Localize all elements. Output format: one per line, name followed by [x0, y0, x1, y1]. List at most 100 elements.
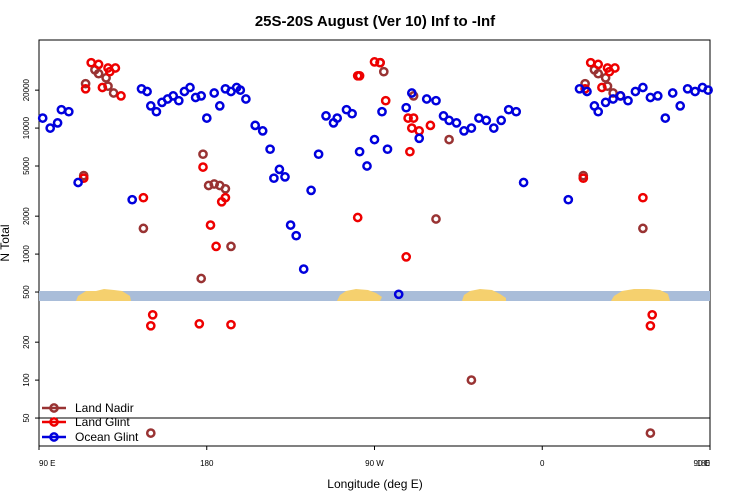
point-ocean-glint [321, 111, 331, 121]
point-land-glint [198, 162, 208, 172]
x-tick-label: 0 [540, 459, 545, 468]
point-land-nadir [145, 428, 156, 438]
point-ocean-glint [444, 115, 454, 126]
point-ocean-glint [660, 113, 671, 123]
y-axis: 50 100 200 500 1000 2000 5000 10000 20000 [22, 78, 39, 422]
legend-label-ocean-glint: Ocean Glint [75, 430, 139, 444]
y-tick-label: 200 [22, 335, 31, 349]
point-land-nadir [108, 88, 119, 98]
point-ocean-glint [690, 86, 700, 97]
point-land-glint [211, 241, 221, 252]
point-ocean-glint [185, 82, 195, 93]
point-land-nadir [444, 134, 454, 145]
x-tick-label: 90 E [694, 459, 710, 468]
point-ocean-glint [377, 106, 387, 117]
point-ocean-glint [145, 101, 156, 111]
point-ocean-glint [250, 120, 261, 131]
point-ocean-glint [615, 91, 626, 101]
point-ocean-glint [414, 133, 425, 144]
point-ocean-glint [593, 106, 604, 117]
point-land-glint [593, 59, 604, 70]
point-land-nadir [80, 78, 91, 89]
point-land-glint [638, 192, 648, 203]
point-land-glint [380, 95, 391, 106]
point-land-glint [110, 63, 121, 73]
point-land-glint [354, 70, 365, 81]
point-ocean-glint [269, 173, 279, 184]
point-ocean-glint [142, 86, 152, 97]
point-ocean-glint [421, 94, 432, 104]
point-ocean-glint [652, 91, 663, 101]
point-land-nadir [103, 81, 113, 92]
point-land-nadir [645, 428, 656, 438]
legend-item-land-nadir: Land Nadir [42, 401, 134, 415]
point-ocean-glint [431, 95, 441, 106]
point-land-glint [414, 126, 425, 136]
point-ocean-glint [474, 113, 484, 123]
point-ocean-glint [488, 123, 499, 133]
point-land-glint [116, 91, 126, 101]
point-land-glint [352, 212, 363, 223]
point-ocean-glint [481, 115, 492, 126]
legend-label-land-glint: Land Glint [75, 415, 130, 429]
point-ocean-glint [511, 106, 522, 117]
x-tick-label: 180 [697, 459, 711, 468]
point-land-glint [145, 320, 156, 331]
map-land-australia-left [76, 289, 131, 301]
point-land-glint [403, 113, 413, 123]
y-tick-label: 1000 [22, 245, 31, 263]
point-ocean-glint [645, 92, 656, 103]
point-ocean-glint [438, 111, 449, 121]
point-land-nadir [198, 149, 208, 160]
point-land-nadir [93, 68, 104, 79]
point-land-nadir [602, 81, 613, 92]
point-land-glint [220, 192, 231, 203]
point-land-glint [226, 319, 236, 330]
point-ocean-glint [209, 88, 220, 98]
y-tick-label: 500 [22, 285, 31, 299]
point-land-nadir [138, 223, 149, 234]
point-ocean-glint [280, 172, 290, 182]
point-land-glint [369, 57, 380, 67]
point-ocean-glint [127, 194, 138, 205]
point-ocean-glint [298, 264, 309, 274]
y-tick-label: 10000 [22, 116, 31, 139]
point-land-nadir [593, 68, 604, 79]
point-ocean-glint [600, 97, 611, 108]
data-points [37, 57, 713, 438]
point-ocean-glint [682, 83, 693, 94]
point-ocean-glint [623, 95, 633, 106]
y-tick-label: 2000 [22, 207, 31, 225]
point-ocean-glint [201, 113, 212, 123]
point-ocean-glint [235, 85, 246, 95]
point-ocean-glint [173, 95, 184, 106]
point-ocean-glint [393, 289, 404, 300]
point-ocean-glint [52, 118, 63, 128]
point-land-glint [401, 252, 412, 262]
point-ocean-glint [285, 220, 296, 230]
legend-marker-land-nadir [49, 403, 59, 413]
point-land-glint [147, 309, 158, 320]
point-ocean-glint [56, 104, 67, 115]
point-ocean-glint [332, 113, 343, 123]
x-axis-title: Longitude (deg E) [327, 477, 422, 491]
point-ocean-glint [703, 85, 713, 95]
point-land-glint [406, 123, 417, 133]
point-land-glint [578, 173, 589, 184]
map-strip [39, 289, 710, 301]
point-ocean-glint [518, 177, 529, 188]
y-tick-label: 5000 [22, 157, 31, 175]
point-ocean-glint [638, 82, 648, 93]
x-tick-label: 90 E [39, 459, 55, 468]
point-land-nadir [226, 241, 236, 252]
point-land-glint [97, 82, 108, 93]
point-ocean-glint [608, 94, 618, 104]
point-land-glint [610, 63, 620, 73]
point-ocean-glint [347, 108, 357, 119]
point-ocean-glint [496, 115, 507, 126]
point-ocean-glint [382, 144, 393, 155]
point-ocean-glint [168, 91, 179, 101]
map-land-australia-right [611, 289, 670, 301]
